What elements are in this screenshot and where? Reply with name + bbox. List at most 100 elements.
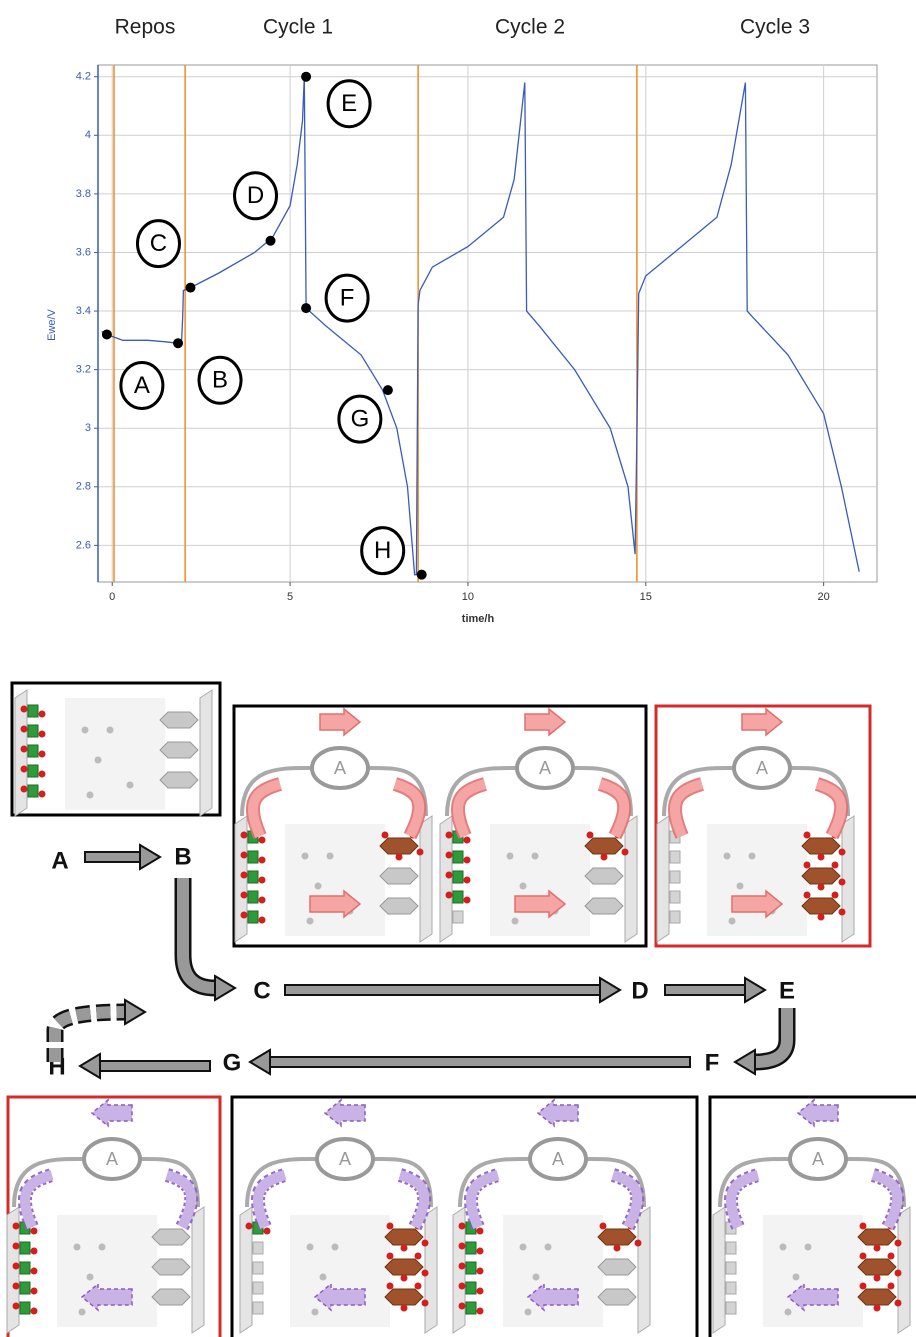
cathode-unit: [669, 890, 681, 904]
y-tick-label: 3.6: [76, 246, 91, 258]
data-line: [101, 76, 860, 576]
annotation-dot: [301, 71, 312, 82]
flow-arrow: [49, 1006, 126, 1062]
ion: [73, 1243, 81, 1251]
li-ion: [12, 1262, 20, 1270]
flow-arrow: [284, 984, 601, 996]
flow-arrow-head: [248, 1048, 271, 1076]
current-arrow: [252, 1170, 287, 1229]
cathode-unit: [247, 870, 259, 884]
li-ion: [263, 1227, 271, 1235]
arrow: [309, 889, 362, 919]
annotation-ring: [197, 355, 243, 405]
ion: [531, 852, 539, 860]
arrow: [741, 707, 784, 737]
li-ion: [873, 1244, 881, 1252]
ammeter-label: A: [552, 1149, 564, 1169]
li-ion: [240, 831, 248, 839]
cathode-unit: [27, 784, 39, 798]
anode-unit: [159, 771, 199, 789]
ammeter: [82, 1137, 142, 1181]
li-ion: [894, 1239, 902, 1247]
arrow: [319, 707, 362, 737]
li-ion: [463, 876, 471, 884]
ion: [81, 726, 89, 734]
x-tick-label: 5: [287, 591, 293, 603]
li-ion: [414, 1252, 422, 1260]
li-ion: [240, 911, 248, 919]
y-axis-label: Ewe/V: [46, 308, 58, 340]
ion: [506, 852, 514, 860]
step-label: D: [631, 977, 648, 1004]
li-ion: [803, 861, 811, 869]
anode-unit: [584, 837, 624, 855]
wire: [245, 1156, 318, 1208]
anode-unit: [151, 1228, 191, 1246]
flow-arrow: [177, 878, 216, 994]
annotation-label: A: [134, 372, 150, 399]
ion: [728, 917, 736, 925]
li-ion: [12, 1222, 20, 1230]
annotation-label: D: [247, 182, 264, 209]
ion: [311, 1308, 319, 1316]
li-ion: [30, 1287, 38, 1295]
annotation-label: G: [351, 405, 370, 432]
li-ion: [838, 878, 846, 886]
li-ion: [859, 1252, 867, 1260]
li-ion: [476, 1247, 484, 1255]
ion: [306, 917, 314, 925]
annotation-ring: [135, 219, 181, 269]
phase-label: Cycle 2: [495, 16, 565, 39]
ammeter: [315, 1137, 375, 1181]
cathode-unit: [725, 1261, 737, 1275]
anode-unit: [801, 897, 841, 915]
li-ion: [258, 876, 266, 884]
cathode-unit: [725, 1241, 737, 1255]
current-arrow: [669, 779, 704, 838]
cathode-unit: [252, 1241, 264, 1255]
li-ion: [458, 1222, 466, 1230]
annotation-ring: [119, 360, 165, 410]
wire: [372, 1156, 433, 1208]
li-ion: [817, 913, 825, 921]
ion: [519, 1243, 527, 1251]
li-ion: [458, 1262, 466, 1270]
li-ion: [421, 1269, 429, 1277]
li-ion: [831, 861, 839, 869]
li-ion: [817, 853, 825, 861]
plot-area: [97, 64, 878, 583]
ion: [78, 1308, 86, 1316]
annotation-dot: [173, 338, 184, 349]
cathode-unit: [27, 744, 39, 758]
flow-arrow-head: [139, 843, 162, 871]
li-ion: [386, 1282, 394, 1290]
li-ion: [831, 891, 839, 899]
separator: [285, 824, 385, 936]
y-tick-label: 3: [85, 422, 91, 434]
anode-unit: [584, 897, 624, 915]
arrow: [786, 1282, 839, 1312]
li-ion: [240, 871, 248, 879]
anode-unit: [159, 741, 199, 759]
cathode-unit: [725, 1281, 737, 1295]
li-ion: [838, 848, 846, 856]
ammeter-label: A: [334, 758, 346, 778]
separator: [65, 698, 165, 810]
current-arrow: [725, 1170, 760, 1229]
ion: [98, 1243, 106, 1251]
ion: [94, 756, 102, 764]
li-ion: [586, 831, 594, 839]
separator: [503, 1215, 603, 1327]
li-ion: [258, 896, 266, 904]
li-ion: [395, 853, 403, 861]
electrode: [712, 1206, 726, 1334]
flow-arrow: [754, 1008, 793, 1068]
ion: [779, 1243, 787, 1251]
li-ion: [258, 916, 266, 924]
ion: [519, 882, 527, 890]
arrow: [323, 1098, 366, 1128]
panel-frame: [10, 681, 222, 817]
arrow: [796, 1098, 839, 1128]
y-tick-label: 4.2: [76, 71, 91, 83]
cathode-unit: [19, 1281, 31, 1295]
